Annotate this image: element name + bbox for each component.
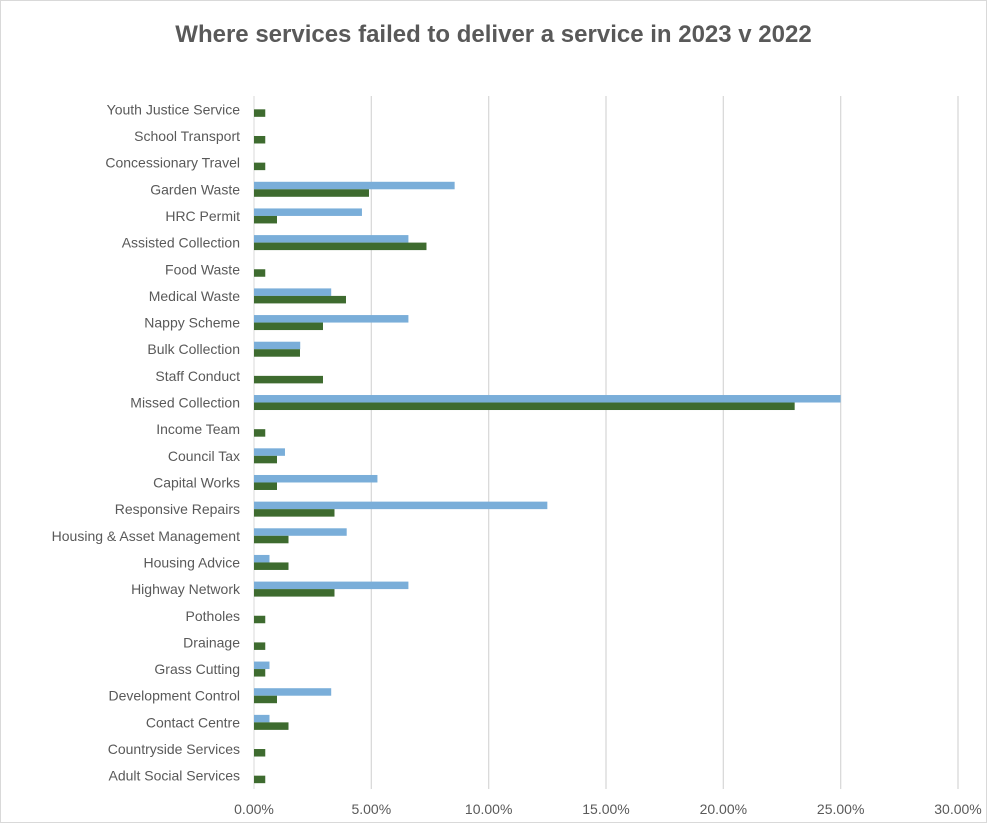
category-label: Council Tax [168, 448, 240, 464]
bar-2023 [254, 189, 369, 197]
bar-2023 [254, 535, 289, 544]
bar-2023 [254, 615, 266, 624]
bar-2023 [254, 349, 300, 357]
bar-2023 [254, 135, 266, 144]
bar-2022 [254, 714, 270, 723]
x-tick-label: 0.00% [234, 801, 274, 817]
category-label: Highway Network [131, 581, 241, 597]
bar-2023 [254, 109, 266, 117]
bar-2023 [254, 322, 323, 331]
category-label: HRC Permit [165, 208, 240, 224]
bar-2023 [254, 242, 427, 251]
category-label: Capital Works [153, 474, 240, 490]
category-label: Garden Waste [150, 181, 240, 197]
bar-2023 [254, 749, 266, 757]
bar-2022 [254, 581, 409, 590]
bar-2023 [254, 295, 346, 304]
bar-2022 [254, 528, 347, 536]
bar-2023 [254, 642, 266, 650]
category-label: Staff Conduct [155, 368, 240, 384]
category-label: Medical Waste [149, 288, 241, 304]
bar-2023 [254, 695, 277, 704]
bar-2023 [254, 402, 795, 411]
bar-2023 [254, 775, 266, 784]
bar-2022 [254, 315, 409, 323]
bar-2023 [254, 482, 277, 490]
x-tick-label: 20.00% [700, 801, 747, 817]
category-label: Nappy Scheme [144, 315, 240, 331]
category-label: Grass Cutting [154, 661, 240, 677]
category-label: Housing & Asset Management [52, 528, 240, 544]
category-label: Potholes [186, 608, 240, 624]
x-tick-label: 10.00% [465, 801, 512, 817]
category-label: Drainage [183, 634, 240, 650]
x-tick-label: 15.00% [582, 801, 629, 817]
bar-2022 [254, 688, 332, 696]
x-tick-label: 25.00% [817, 801, 864, 817]
bar-2022 [254, 181, 455, 190]
category-label: Responsive Repairs [115, 501, 240, 517]
category-label: Contact Centre [146, 714, 240, 730]
bar-2023 [254, 562, 289, 570]
bar-2022 [254, 288, 332, 296]
bar-2023 [254, 162, 266, 171]
bar-2023 [254, 269, 266, 277]
bar-2023 [254, 669, 266, 677]
category-label: Countryside Services [108, 741, 240, 757]
bar-2023 [254, 509, 335, 517]
x-tick-label: 30.00% [934, 801, 981, 817]
category-label: Missed Collection [130, 395, 240, 411]
bar-2023 [254, 722, 289, 730]
bar-2023 [254, 429, 266, 437]
category-label: School Transport [134, 128, 240, 144]
bar-2023 [254, 589, 335, 597]
category-label: Assisted Collection [122, 235, 240, 251]
category-label: Income Team [156, 421, 240, 437]
bar-2022 [254, 341, 301, 350]
bar-2023 [254, 375, 323, 384]
category-label: Housing Advice [143, 554, 240, 570]
bar-2022 [254, 501, 548, 510]
bar-2022 [254, 395, 841, 403]
bar-2022 [254, 554, 270, 563]
category-label: Concessionary Travel [105, 155, 240, 171]
category-label: Adult Social Services [108, 768, 240, 784]
x-tick-label: 5.00% [351, 801, 391, 817]
bar-2022 [254, 448, 285, 456]
chart-title: Where services failed to deliver a servi… [175, 21, 812, 48]
category-label: Youth Justice Service [107, 101, 241, 117]
bar-2022 [254, 235, 409, 243]
category-label: Development Control [108, 688, 240, 704]
bar-2022 [254, 474, 378, 483]
bar-2023 [254, 455, 277, 464]
category-label: Food Waste [165, 261, 240, 277]
category-label: Bulk Collection [147, 341, 240, 357]
bar-2023 [254, 215, 277, 224]
bar-2022 [254, 661, 270, 670]
bar-2022 [254, 208, 362, 216]
